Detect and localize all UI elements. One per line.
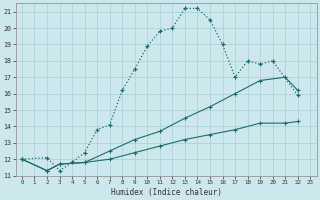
X-axis label: Humidex (Indice chaleur): Humidex (Indice chaleur) — [111, 188, 221, 197]
